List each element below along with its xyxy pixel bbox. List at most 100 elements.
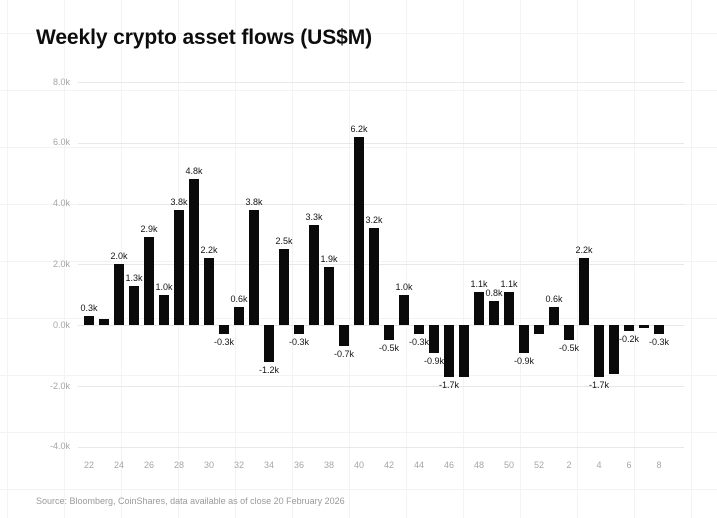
bar-week-30 (204, 258, 214, 326)
x-axis-tick-label: 28 (173, 459, 184, 470)
bar-week-29 (189, 179, 199, 326)
bar-week-37 (309, 224, 319, 326)
y-axis-tick-label: 8.0k (52, 76, 70, 87)
bar-week-5 (609, 325, 619, 374)
y-axis-tick-label: 6.0k (52, 137, 70, 148)
bar-value-label: -0.3k (288, 337, 309, 348)
bar-value-label: 4.8k (185, 166, 203, 177)
bar-value-label: 2.2k (575, 245, 593, 256)
bar-value-label: -1.7k (588, 379, 609, 390)
bar-week-46 (444, 325, 454, 377)
bar-week-35 (279, 249, 289, 326)
bar-value-label: 6.2k (350, 123, 368, 134)
plot-gridline (78, 325, 684, 327)
x-axis-tick-label: 22 (83, 459, 94, 470)
bar-value-label: 1.1k (470, 278, 488, 289)
bar-week-32 (234, 306, 244, 326)
bar-week-23 (99, 319, 109, 326)
bar-week-26 (144, 237, 154, 326)
plot-gridline (78, 264, 684, 266)
bar-week-7 (639, 325, 649, 329)
x-axis-tick-label: 44 (413, 459, 424, 470)
bar-value-label: 0.8k (485, 287, 503, 298)
bar-value-label: 3.3k (305, 211, 323, 222)
bar-week-45 (429, 325, 439, 353)
x-axis-tick-label: 40 (353, 459, 364, 470)
source-note: Source: Bloomberg, CoinShares, data avai… (36, 496, 345, 506)
bar-week-34 (264, 325, 274, 362)
bar-value-label: -0.9k (513, 355, 534, 366)
bar-value-label: -1.7k (438, 379, 459, 390)
chart-title: Weekly crypto asset flows (US$M) (36, 26, 373, 49)
plot-gridline (78, 446, 684, 448)
bar-value-label: 2.9k (140, 224, 158, 235)
bar-week-52 (534, 325, 544, 335)
bar-week-43 (399, 294, 409, 326)
bar-week-1 (549, 306, 559, 326)
bar-week-42 (384, 325, 394, 341)
bar-value-label: -0.5k (558, 343, 579, 354)
x-axis-tick-label: 36 (293, 459, 304, 470)
y-axis-tick-label: -2.0k (49, 380, 70, 391)
bar-week-24 (114, 264, 124, 326)
bar-value-label: 1.3k (125, 272, 143, 283)
bar-value-label: -0.5k (378, 343, 399, 354)
x-axis-tick-label: 8 (656, 459, 662, 470)
x-axis-tick-label: 34 (263, 459, 274, 470)
bar-week-36 (294, 325, 304, 335)
bar-week-51 (519, 325, 529, 353)
plot-gridline (78, 82, 684, 83)
x-axis-tick-label: 30 (203, 459, 214, 470)
bar-week-6 (624, 325, 634, 332)
bar-chart: 8.0k 6.0k 4.0k 2.0k 0.0k -2.0k -4.0k 0.3k 22 2.0k… (36, 72, 696, 482)
bar-week-31 (219, 325, 229, 335)
bar-value-label: 2.5k (275, 236, 293, 247)
bar-value-label: 1.9k (320, 254, 338, 265)
bar-week-41 (369, 227, 379, 326)
y-axis-tick-label: 4.0k (52, 198, 70, 209)
bar-value-label: 0.3k (80, 303, 98, 314)
bar-week-48 (474, 291, 484, 326)
x-axis-tick-label: 24 (113, 459, 124, 470)
x-axis-tick-label: 32 (233, 459, 244, 470)
x-axis-tick-label: 48 (473, 459, 484, 470)
x-axis-tick-label: 26 (143, 459, 154, 470)
bar-week-27 (159, 294, 169, 326)
bar-value-label: 2.0k (110, 251, 128, 262)
bar-week-2 (564, 325, 574, 341)
bar-value-label: 2.2k (200, 245, 218, 256)
bar-week-4 (594, 325, 604, 377)
x-axis-tick-label: 38 (323, 459, 334, 470)
bar-value-label: -0.2k (618, 334, 639, 345)
bar-value-label: 1.0k (395, 281, 413, 292)
y-axis-tick-label: 2.0k (52, 258, 70, 269)
bar-week-33 (249, 209, 259, 326)
bar-week-28 (174, 209, 184, 326)
x-axis-tick-label: 4 (596, 459, 602, 470)
bar-value-label: -0.3k (648, 337, 669, 348)
bar-week-8 (654, 325, 664, 335)
y-axis-tick-label: 0.0k (52, 319, 70, 330)
bar-value-label: 1.1k (500, 278, 518, 289)
y-axis-tick-label: -4.0k (49, 441, 70, 452)
bar-value-label: 3.8k (170, 196, 188, 207)
bar-value-label: 1.0k (155, 281, 173, 292)
bar-value-label: -0.9k (423, 355, 444, 366)
bar-value-label: -0.7k (333, 349, 354, 360)
plot-gridline (78, 142, 684, 144)
bar-value-label: 3.2k (365, 214, 383, 225)
bar-week-38 (324, 267, 334, 326)
bar-week-40 (354, 136, 364, 326)
bar-value-label: -0.3k (408, 337, 429, 348)
x-axis-tick-label: 46 (443, 459, 454, 470)
bar-value-label: -1.2k (258, 364, 279, 375)
plot-gridline (78, 386, 684, 387)
bar-value-label: 3.8k (245, 196, 263, 207)
bar-week-47 (459, 325, 469, 377)
bar-week-39 (339, 325, 349, 347)
bar-week-3 (579, 258, 589, 326)
x-axis-tick-label: 52 (533, 459, 544, 470)
bar-value-label: 0.6k (545, 293, 563, 304)
x-axis-tick-label: 2 (566, 459, 572, 470)
